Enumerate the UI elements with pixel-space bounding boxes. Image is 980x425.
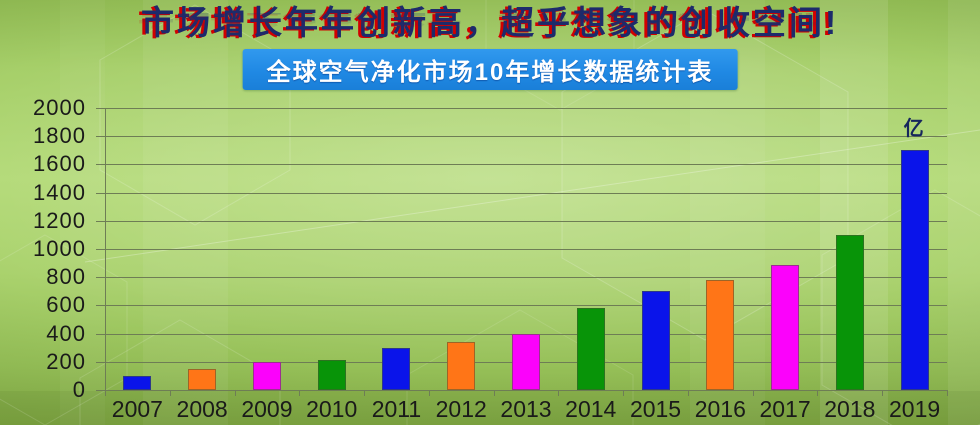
x-axis-label-2009: 2009: [241, 396, 293, 422]
gridline-1800: [105, 136, 947, 138]
y-axis-tick-1400: [96, 192, 105, 194]
gridline-0: [105, 390, 947, 391]
bar-2014: [576, 308, 605, 390]
x-axis-tick: [169, 390, 171, 396]
bar-2008: [188, 368, 217, 390]
x-axis-tick: [493, 390, 495, 396]
x-axis-tick: [234, 390, 236, 396]
chart-title-text: 全球空气净化市场10年增长数据统计表: [266, 59, 714, 86]
bar-2013: [512, 333, 540, 390]
y-axis-tick-2000: [96, 108, 105, 109]
bar-2016: [706, 280, 735, 390]
y-axis-label-1800: 1800: [33, 123, 86, 149]
y-axis-tick-1800: [96, 136, 105, 138]
x-axis-tick: [105, 390, 106, 396]
bar-2018: [835, 234, 864, 390]
y-axis-line: [105, 108, 106, 390]
bar-2019: [900, 150, 929, 390]
x-axis-tick: [752, 390, 754, 396]
bar-2012: [447, 342, 476, 390]
x-axis-tick: [428, 390, 430, 396]
bar-2007: [123, 375, 152, 390]
x-axis-tick: [947, 390, 948, 396]
y-axis-label-1400: 1400: [33, 179, 86, 205]
gridline-800: [105, 277, 947, 279]
gridline-1400: [105, 192, 947, 194]
y-axis-label-0: 0: [72, 377, 86, 402]
y-axis-tick-600: [96, 305, 105, 307]
bar-2010: [317, 360, 346, 390]
x-axis-label-2007: 2007: [111, 396, 163, 422]
headline-title: 市场增长年年创新高，超乎想象的创收空间!: [141, 4, 839, 41]
gridline-1000: [105, 249, 947, 250]
x-axis-label-2008: 2008: [176, 396, 228, 422]
y-axis-label-1600: 1600: [33, 151, 86, 177]
x-axis-label-2011: 2011: [371, 396, 422, 422]
x-axis-label-2019: 2019: [889, 396, 941, 422]
x-axis-label-2010: 2010: [306, 396, 358, 422]
y-axis-label-800: 800: [46, 264, 86, 290]
x-axis-tick: [882, 390, 884, 396]
y-axis-tick-1600: [96, 164, 105, 166]
x-axis-label-2012: 2012: [435, 396, 487, 422]
y-axis-label-1200: 1200: [33, 207, 86, 233]
gridline-1200: [105, 220, 947, 222]
y-axis-label-600: 600: [46, 292, 86, 318]
unit-label: 亿: [903, 118, 924, 141]
y-axis-label-400: 400: [46, 320, 86, 346]
x-axis-tick: [558, 390, 560, 396]
bar-2017: [771, 264, 800, 390]
bar-2009: [252, 361, 281, 390]
x-axis-tick: [687, 390, 689, 396]
x-axis-label-2013: 2013: [500, 396, 552, 422]
x-axis-tick: [299, 390, 301, 396]
x-axis-label-2014: 2014: [565, 396, 617, 422]
chart-title-banner: 全球空气净化市场10年增长数据统计表: [242, 49, 738, 90]
x-axis-label-2018: 2018: [824, 396, 876, 422]
y-axis-tick-1200: [96, 220, 105, 222]
x-axis-tick: [623, 390, 625, 396]
x-axis-label-2015: 2015: [629, 396, 682, 422]
bar-2015: [641, 291, 670, 390]
x-axis-tick: [817, 390, 819, 396]
y-axis-label-1000: 1000: [33, 236, 86, 261]
y-axis-tick-200: [96, 361, 105, 363]
y-axis-tick-800: [96, 277, 105, 279]
y-axis-label-200: 200: [46, 348, 86, 374]
x-axis-label-2017: 2017: [759, 396, 811, 422]
bar-2011: [382, 347, 411, 390]
gridline-600: [105, 305, 947, 307]
y-axis-tick-1000: [96, 249, 105, 250]
y-axis-label-2000: 2000: [33, 95, 86, 120]
x-axis-label-2016: 2016: [694, 396, 746, 422]
gridline-2000: [105, 108, 947, 109]
y-axis-tick-0: [96, 390, 105, 391]
gridline-1600: [105, 164, 947, 166]
x-axis-tick: [364, 390, 366, 396]
y-axis-tick-400: [96, 333, 105, 335]
